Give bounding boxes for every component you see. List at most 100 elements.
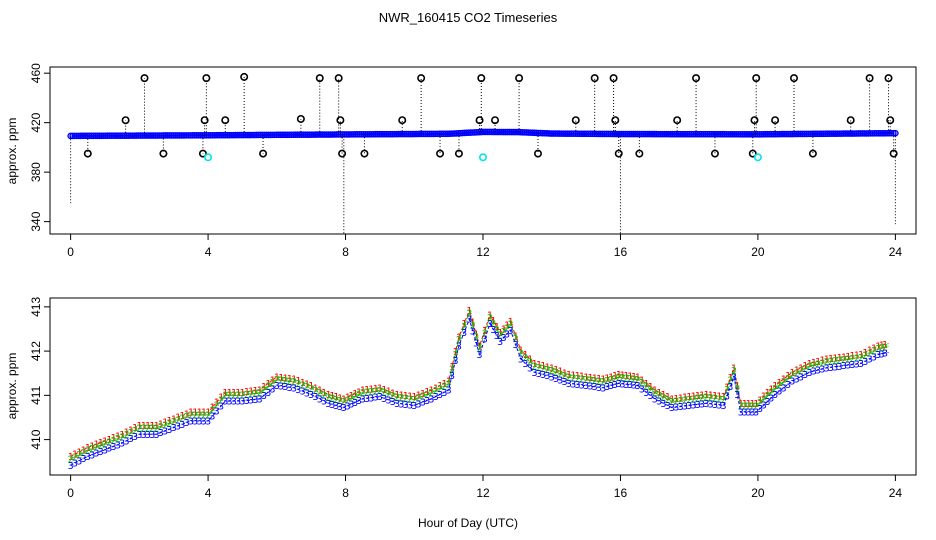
series-marker: 2 (798, 366, 804, 377)
series-marker: 1 (695, 391, 701, 402)
series-marker: 3 (136, 430, 142, 441)
series-marker: 1 (824, 355, 830, 366)
series-marker: 1 (345, 393, 351, 404)
baseline-point (281, 131, 289, 139)
series-marker: 1 (308, 381, 314, 392)
series-marker: 1 (184, 409, 190, 420)
x-tick-label: 16 (614, 245, 628, 259)
series-marker: 2 (837, 356, 843, 367)
baseline-point (430, 130, 437, 138)
series-marker: 3 (776, 387, 782, 398)
series-marker: 2 (785, 374, 791, 385)
baseline-point (591, 130, 598, 138)
series-marker: 3 (269, 384, 275, 395)
baseline-point (632, 130, 639, 138)
baseline-point (94, 132, 101, 140)
baseline-point (85, 132, 93, 140)
baseline-point (723, 130, 730, 138)
series-marker: 1 (806, 359, 812, 370)
series-marker: 2 (652, 388, 658, 399)
flagged-point (398, 116, 407, 125)
baseline-point (854, 130, 862, 137)
flagged-point (296, 114, 305, 123)
series-marker: 3 (304, 388, 310, 399)
baseline-point (673, 130, 681, 138)
baseline-point (275, 131, 283, 139)
baseline-point (329, 131, 336, 138)
series-marker: 3 (703, 399, 709, 410)
series-marker: 1 (231, 388, 237, 399)
baseline-point (320, 131, 328, 138)
baseline-point (322, 131, 330, 138)
flagged-point (884, 74, 893, 83)
series-marker: 3 (738, 408, 744, 419)
baseline-point (149, 132, 157, 139)
flagged-point (475, 116, 484, 125)
series-marker: 3 (871, 352, 877, 363)
series-marker: 3 (527, 363, 533, 374)
baseline-point (343, 131, 351, 138)
series-marker: 1 (875, 341, 881, 352)
series-marker: 3 (652, 394, 658, 405)
series-marker: 3 (798, 372, 804, 383)
baseline-point (838, 130, 846, 137)
baseline-point (160, 132, 167, 139)
x-tick-label: 0 (67, 486, 74, 500)
x-axis-label: Hour of Day (UTC) (418, 516, 518, 530)
baseline-point (219, 131, 227, 139)
baseline-point (302, 131, 309, 138)
series-marker: 1 (768, 385, 774, 396)
baseline-point (758, 130, 765, 138)
series-marker: 2 (222, 390, 228, 401)
y-tick-label: 340 (29, 211, 43, 231)
baseline-point (747, 130, 755, 138)
series-marker: 1 (490, 316, 496, 327)
baseline-point (421, 130, 429, 138)
series-marker: 2 (536, 363, 542, 374)
series-marker: 2 (623, 374, 629, 385)
baseline-point (436, 130, 444, 138)
series-marker: 1 (753, 399, 759, 410)
baseline-point (795, 130, 802, 138)
series-marker: 3 (490, 325, 496, 336)
baseline-point (791, 130, 798, 138)
baseline-point (626, 130, 633, 138)
series-marker: 2 (695, 394, 701, 405)
series-marker: 3 (308, 390, 314, 401)
series-marker: 2 (325, 393, 331, 404)
baseline-point (782, 130, 790, 138)
series-marker: 1 (265, 379, 271, 390)
series-marker: 2 (119, 432, 125, 443)
series-marker: 3 (89, 450, 95, 461)
flagged-point (590, 74, 599, 83)
series-marker: 2 (806, 362, 812, 373)
series-marker: 2 (179, 414, 185, 425)
baseline-point (110, 132, 118, 140)
flagged-point (790, 74, 799, 83)
series-marker: 2 (753, 401, 759, 412)
series-marker: 3 (761, 401, 767, 412)
baseline-point (261, 131, 268, 139)
series-marker: 1 (205, 408, 211, 419)
series-marker: 3 (265, 388, 271, 399)
series-marker: 2 (85, 446, 91, 457)
series-marker: 2 (341, 397, 347, 408)
series-marker: 2 (643, 382, 649, 393)
series-marker: 1 (377, 383, 383, 394)
series-marker: 2 (487, 313, 493, 324)
series-marker: 1 (364, 385, 370, 396)
baseline-point (141, 132, 149, 139)
series-marker: 2 (364, 388, 370, 399)
y-tick-label: 460 (29, 63, 43, 83)
series-marker: 2 (867, 348, 873, 359)
series-marker: 1 (721, 392, 727, 403)
baseline-point (248, 131, 256, 139)
flagged-point (221, 116, 230, 125)
series-marker: 1 (665, 392, 671, 403)
series-marker: 2 (731, 366, 737, 377)
series-marker: 2 (761, 394, 767, 405)
series-marker: 3 (149, 430, 155, 441)
series-marker: 1 (128, 425, 134, 436)
baseline-point (504, 128, 512, 136)
series-marker: 2 (682, 395, 688, 406)
